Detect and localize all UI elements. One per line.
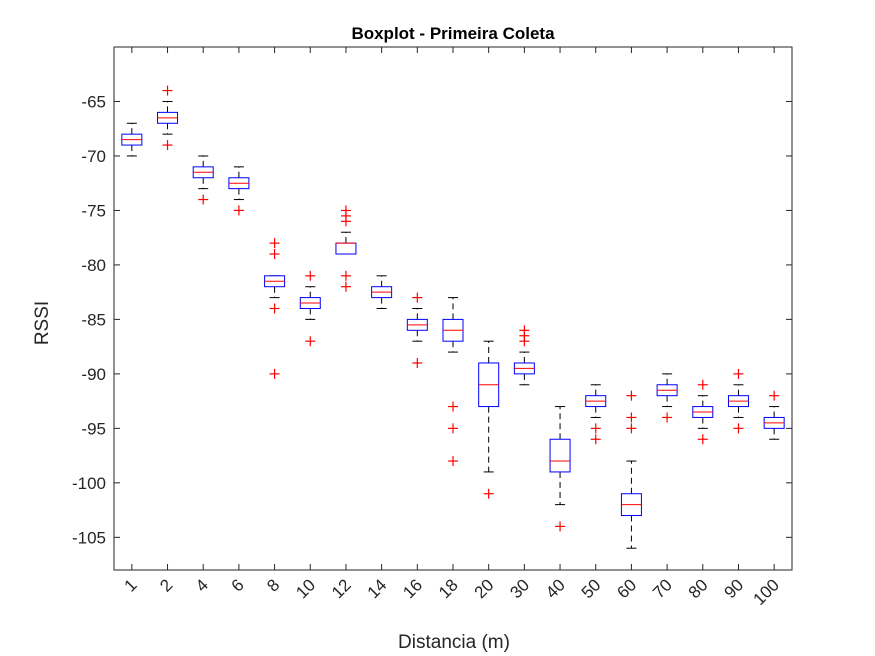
y-tick-label: -105 [72, 528, 106, 547]
y-tick-label: -90 [81, 365, 106, 384]
box [549, 438, 571, 473]
y-tick-label: -65 [81, 92, 106, 111]
y-tick-label: -75 [81, 201, 106, 220]
y-tick-label: -70 [81, 147, 106, 166]
y-tick-label: -100 [72, 474, 106, 493]
y-tick-label: -80 [81, 256, 106, 275]
chart-title: Boxplot - Primeira Coleta [351, 24, 555, 43]
box [335, 242, 357, 255]
y-tick-label: -95 [81, 419, 106, 438]
x-axis-label: Distancia (m) [398, 632, 510, 653]
y-tick-label: -85 [81, 310, 106, 329]
y-axis-label: RSSI [32, 301, 53, 345]
